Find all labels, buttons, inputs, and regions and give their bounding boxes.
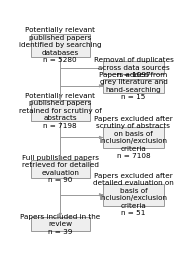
Text: Papers excluded after
detailed evaluation on
basis of
inclusion/exclusion
criter: Papers excluded after detailed evaluatio… [93, 173, 174, 217]
FancyBboxPatch shape [103, 61, 164, 74]
FancyBboxPatch shape [31, 217, 90, 231]
Text: Full published papers
retrieved for detailed
evaluation
n = 90: Full published papers retrieved for deta… [22, 155, 99, 183]
Text: Papers added from
grey literature and
hand-searching
n = 15: Papers added from grey literature and ha… [99, 72, 168, 100]
Text: Potentially relevant
published papers
retained for scrutiny of
abstracts
n = 719: Potentially relevant published papers re… [19, 93, 102, 129]
FancyBboxPatch shape [103, 183, 164, 206]
Text: Removal of duplicates
across data sources
n = 1097: Removal of duplicates across data source… [94, 57, 174, 78]
FancyBboxPatch shape [103, 79, 164, 93]
FancyBboxPatch shape [31, 100, 90, 121]
FancyBboxPatch shape [31, 160, 90, 178]
Text: Papers included in the
review
n = 39: Papers included in the review n = 39 [20, 214, 100, 235]
FancyBboxPatch shape [31, 34, 90, 57]
Text: Potentially relevant
published papers
identified by searching
databases
n = 5280: Potentially relevant published papers id… [19, 28, 101, 63]
Text: Papers excluded after
scrutiny of abstracts
on basis of
inclusion/exclusion
crit: Papers excluded after scrutiny of abstra… [94, 116, 173, 159]
FancyBboxPatch shape [103, 127, 164, 148]
